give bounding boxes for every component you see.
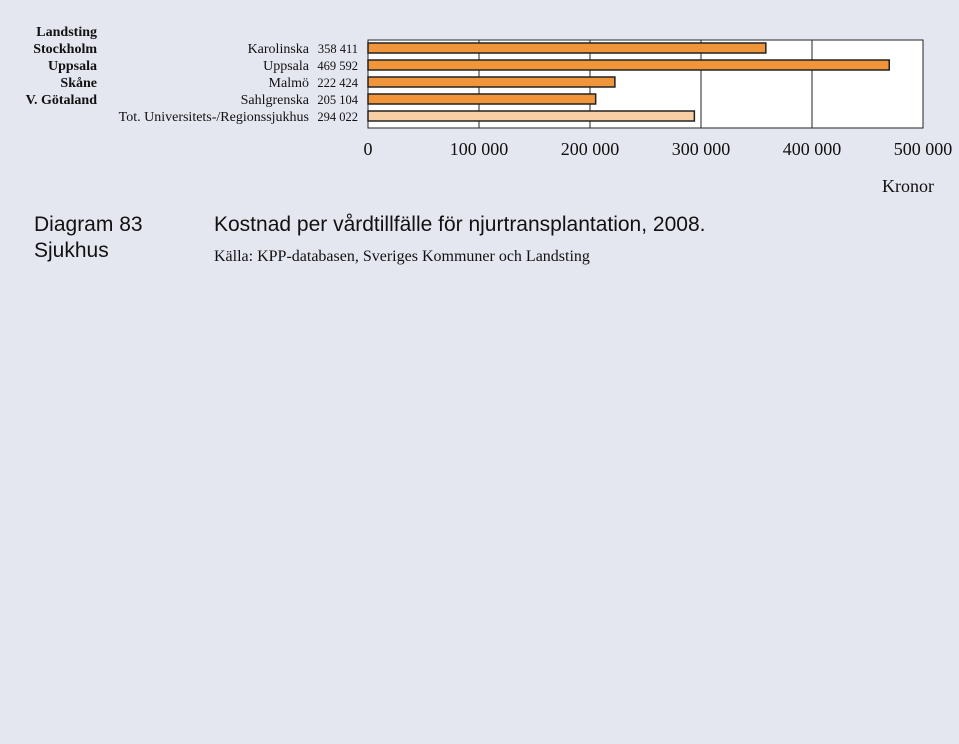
category-label: Malmö — [269, 76, 309, 91]
x-tick-label: 300 000 — [672, 139, 731, 159]
bar — [367, 59, 890, 71]
value-label: 358 411 — [318, 42, 358, 56]
region-label: Stockholm — [33, 42, 97, 57]
diagram-caption: Diagram 83 Sjukhus — [34, 212, 143, 264]
bars — [367, 42, 890, 122]
region-labels: Landsting Stockholm Uppsala Skåne V. Götalan… — [26, 25, 98, 108]
x-tick-label: 200 000 — [561, 139, 620, 159]
bar-chart: Landsting Stockholm Uppsala Skåne V. Götalan… — [26, 25, 953, 196]
category-label: Tot. Universitets-/Regionssjukhus — [119, 110, 309, 125]
value-label: 294 022 — [317, 110, 358, 124]
x-tick-labels: 0 100 000 200 000 300 000 400 000 500 000 — [364, 139, 953, 159]
region-header: Landsting — [36, 25, 97, 40]
title-block: Kostnad per vårdtillfälle för njurtransp… — [214, 212, 705, 266]
x-axis-label: Kronor — [882, 176, 934, 196]
x-tick-label: 0 — [364, 139, 373, 159]
value-label: 205 104 — [317, 93, 358, 107]
region-label: Uppsala — [48, 59, 97, 74]
value-label: 222 424 — [317, 76, 358, 90]
diagram-subject: Sjukhus — [34, 239, 109, 262]
category-label: Sahlgrenska — [241, 93, 310, 108]
value-labels: 358 411 469 592 222 424 205 104 294 022 — [317, 42, 358, 124]
category-label: Uppsala — [263, 59, 310, 74]
value-label: 469 592 — [317, 59, 358, 73]
x-tick-label: 400 000 — [783, 139, 842, 159]
bar — [367, 93, 597, 105]
bar — [367, 76, 616, 88]
category-labels: Karolinska Uppsala Malmö Sahlgrenska Tot. Un… — [119, 42, 310, 125]
chart-title: Kostnad per vårdtillfälle för njurtransp… — [214, 213, 706, 236]
chart-source: Källa: KPP-databasen, Sveriges Kommuner … — [214, 248, 590, 265]
bar — [367, 42, 767, 54]
diagram-number: Diagram 83 — [34, 213, 143, 236]
bar — [367, 110, 696, 122]
region-label: V. Götaland — [26, 93, 98, 108]
x-tick-label: 500 000 — [894, 139, 953, 159]
x-tick-label: 100 000 — [450, 139, 509, 159]
region-label: Skåne — [60, 76, 97, 91]
category-label: Karolinska — [248, 42, 310, 57]
